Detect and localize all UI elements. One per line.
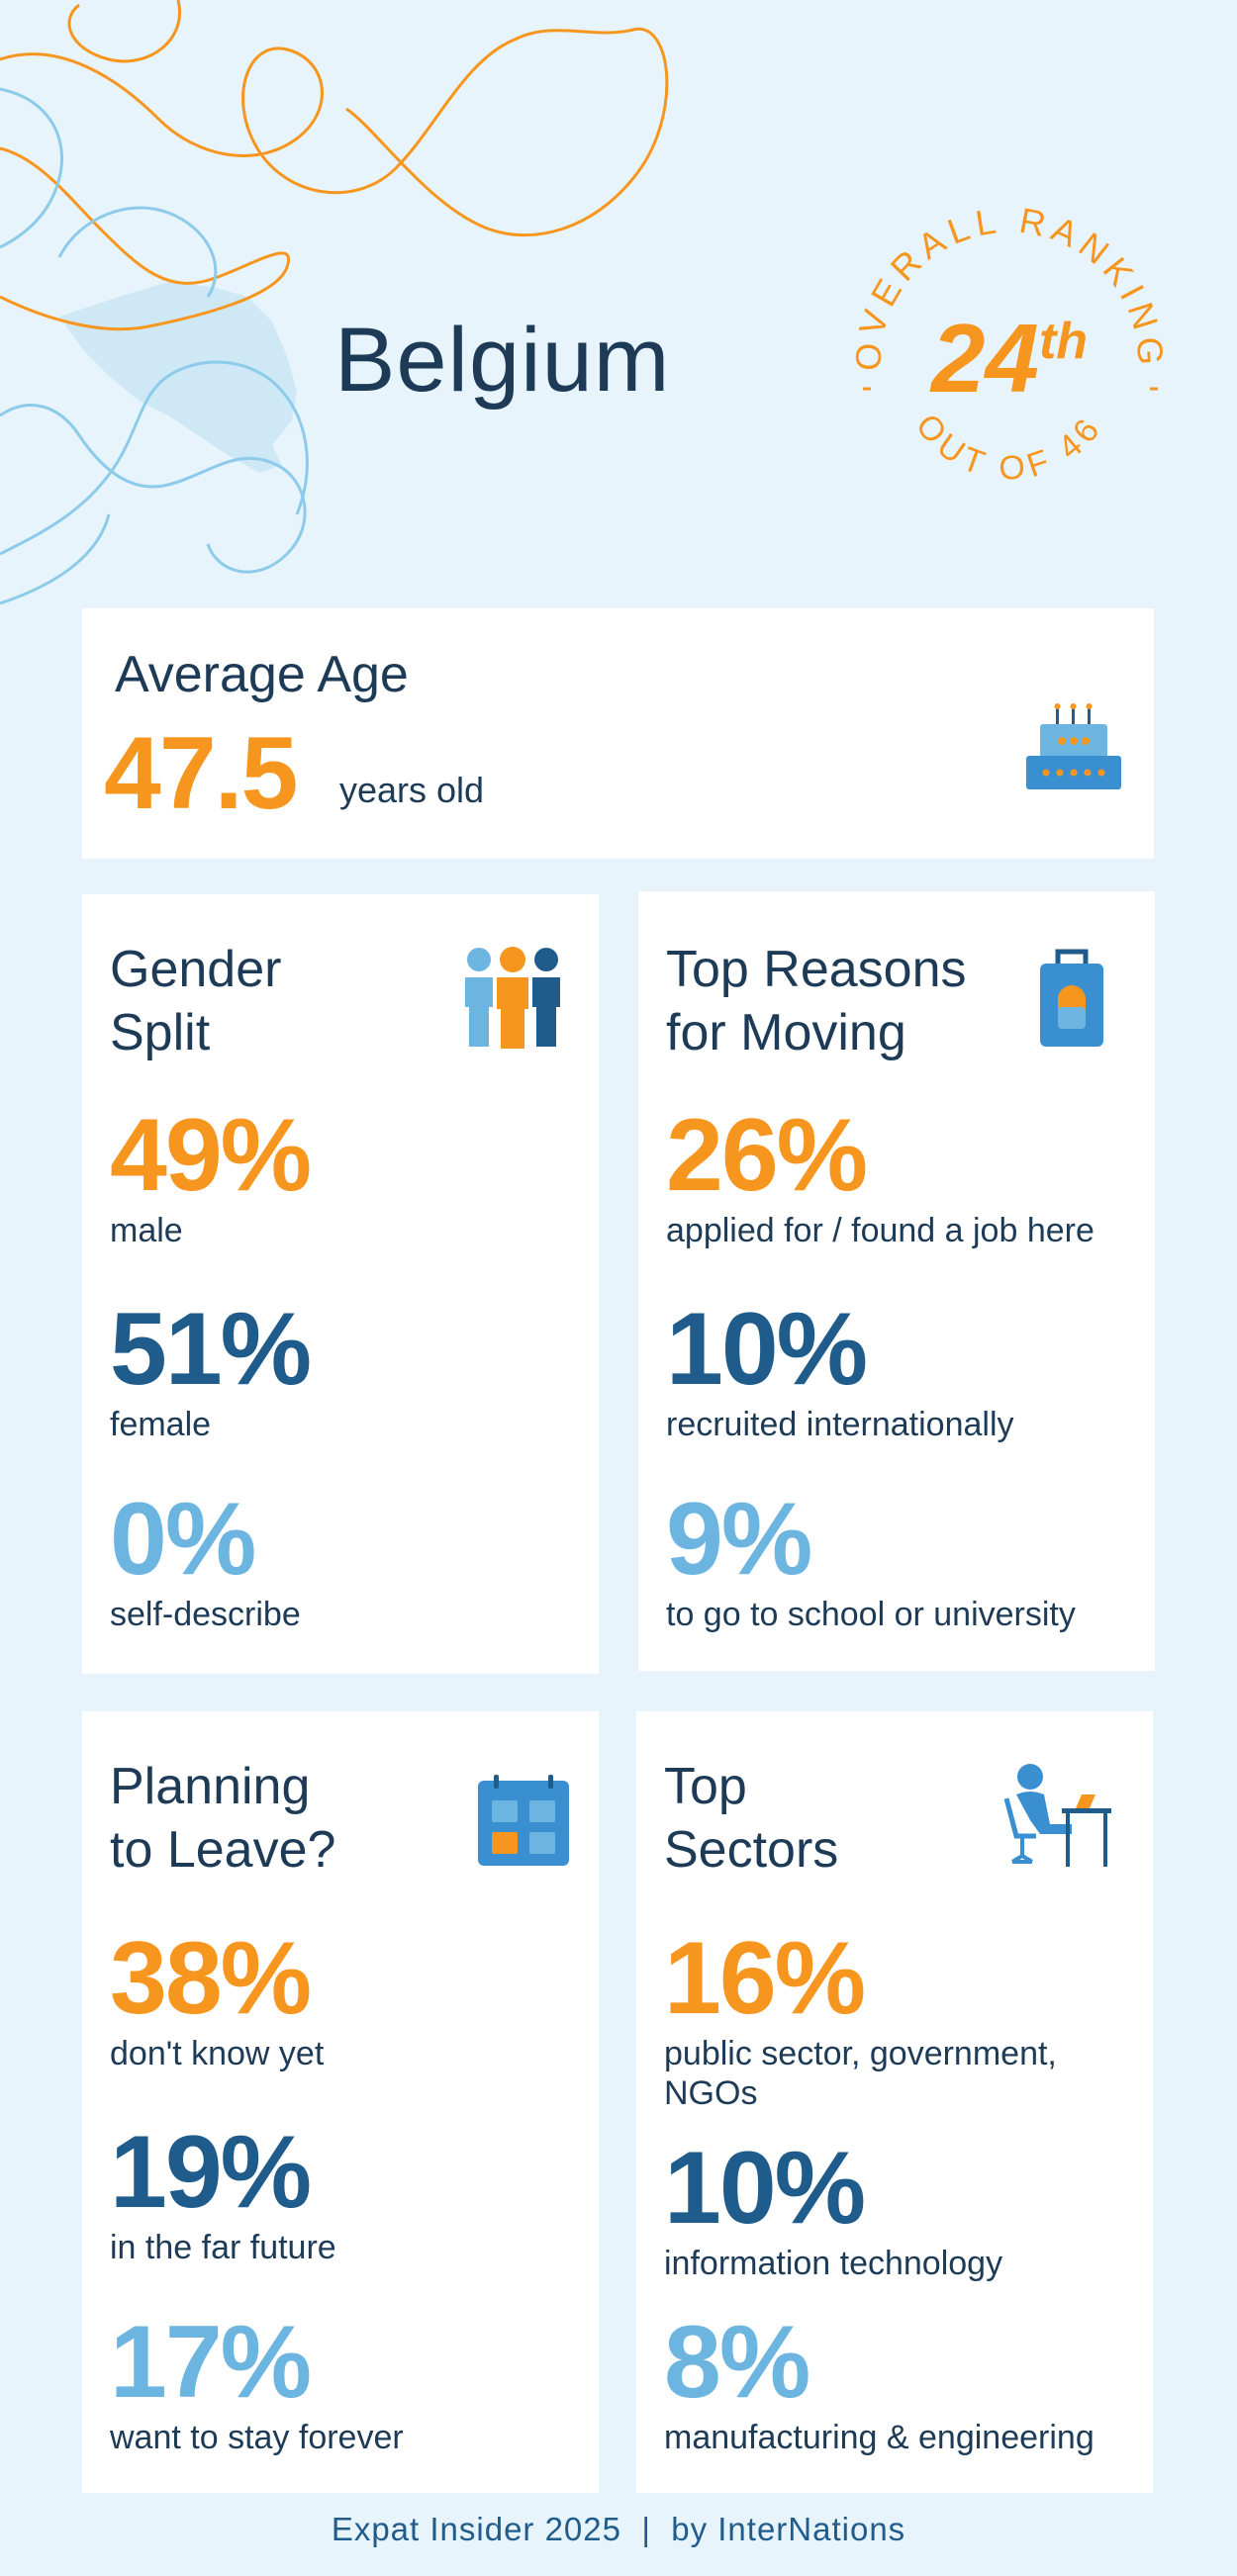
stat-value: 8% (664, 2305, 810, 2420)
top-reasons-title-line1: Top Reasons (666, 941, 967, 998)
ranking-arc-bottom: OUT OF 46 (908, 408, 1104, 488)
belgium-map-shape (59, 282, 297, 473)
stat-label: to go to school or university (666, 1596, 1076, 1633)
overall-ranking-badge: OVERALL RANKING OUT OF 46 24th (841, 193, 1178, 529)
footer-credit: Expat Insider 2025 | by InterNations (331, 2511, 906, 2547)
sector-stat-it: 10% information technology (664, 2137, 1002, 2283)
sector-stat-public: 16% public sector, government, NGOs (664, 1927, 1057, 2113)
stat-value: 51% (110, 1292, 312, 1407)
planning-to-leave-title-line2: to Leave? (110, 1821, 336, 1879)
gender-split-title-line2: Split (110, 1004, 211, 1061)
gender-stat-male: 49% male (110, 1098, 312, 1250)
reason-stat-job: 26% applied for / found a job here (666, 1104, 1094, 1250)
top-reasons-card: Top Reasons for Moving 26% applied for /… (638, 891, 1155, 1671)
stat-label: applied for / found a job here (666, 1212, 1094, 1249)
gender-split-title-line1: Gender (110, 941, 282, 998)
leave-stat-far-future: 19% in the far future (110, 2121, 336, 2267)
average-age-card: Average Age 47.5 years old (82, 608, 1154, 859)
gender-stat-female: 51% female (110, 1292, 312, 1444)
gender-stat-self-describe: 0% self-describe (110, 1488, 301, 1634)
stat-value: 38% (110, 1921, 312, 2036)
planning-to-leave-title: Planning to Leave? (110, 1755, 335, 1882)
stat-value: 10% (664, 2131, 866, 2246)
planning-to-leave-card: Planning to Leave? 38% don't know yet 19… (82, 1711, 599, 2493)
stat-value: 0% (110, 1482, 256, 1597)
stat-label: self-describe (110, 1596, 301, 1633)
stat-label: don't know yet (110, 2035, 325, 2072)
person-at-desk-icon (1003, 1764, 1111, 1867)
stat-value: 17% (110, 2305, 312, 2420)
country-title: Belgium (334, 310, 671, 411)
top-sectors-title-line2: Sectors (664, 1821, 839, 1879)
stat-value: 9% (666, 1482, 812, 1597)
top-sectors-card: Top Sectors 16% public sector, governmen… (636, 1711, 1153, 2493)
gender-split-title: Gender Split (110, 938, 281, 1064)
average-age-unit: years old (339, 770, 485, 810)
top-sectors-title-line1: Top (664, 1758, 747, 1815)
stat-label-line1: public sector, government, (664, 2035, 1057, 2072)
reason-stat-school: 9% to go to school or university (666, 1488, 1076, 1634)
top-reasons-title-line2: for Moving (666, 1004, 906, 1061)
ranking-number: 24 (930, 304, 1039, 413)
stat-value: 26% (666, 1098, 868, 1213)
luggage-icon (1040, 949, 1103, 1047)
average-age-title: Average Age (115, 646, 409, 703)
leave-stat-dont-know: 38% don't know yet (110, 1927, 324, 2073)
leave-stat-stay-forever: 17% want to stay forever (110, 2311, 404, 2457)
planning-to-leave-title-line1: Planning (110, 1758, 311, 1815)
ranking-suffix: th (1038, 313, 1089, 370)
birthday-cake-icon (1026, 703, 1121, 789)
stat-label: information technology (664, 2245, 1003, 2282)
calendar-icon (478, 1775, 569, 1866)
top-sectors-title: Top Sectors (664, 1755, 838, 1882)
decorative-scribbles (0, 0, 669, 605)
stat-label: in the far future (110, 2229, 336, 2266)
people-group-icon (465, 947, 560, 1049)
stat-value: 19% (110, 2115, 312, 2230)
gender-split-card: Gender Split 49% male 51% female 0% self… (82, 894, 599, 1674)
stat-label: want to stay forever (110, 2419, 404, 2456)
stat-value: 10% (666, 1292, 868, 1407)
stat-label-line2: NGOs (664, 2074, 758, 2112)
stat-value: 16% (664, 1921, 866, 2036)
top-reasons-title: Top Reasons for Moving (666, 938, 967, 1064)
stat-label: female (110, 1406, 212, 1443)
stat-label: male (110, 1212, 183, 1249)
svg-text:OUT OF 46: OUT OF 46 (908, 408, 1110, 488)
stat-value: 49% (110, 1098, 312, 1213)
ranking-arc-text: OVERALL RANKING OUT OF 46 (847, 200, 1165, 488)
sector-stat-manufacturing: 8% manufacturing & engineering (664, 2311, 1094, 2457)
reason-stat-recruited: 10% recruited internationally (666, 1298, 1014, 1444)
stat-label: recruited internationally (666, 1406, 1014, 1443)
stat-label: public sector, government, NGOs (664, 2034, 1057, 2113)
average-age-value: 47.5 (104, 716, 298, 831)
ranking-value: 24th (841, 310, 1178, 407)
stat-label: manufacturing & engineering (664, 2419, 1094, 2456)
